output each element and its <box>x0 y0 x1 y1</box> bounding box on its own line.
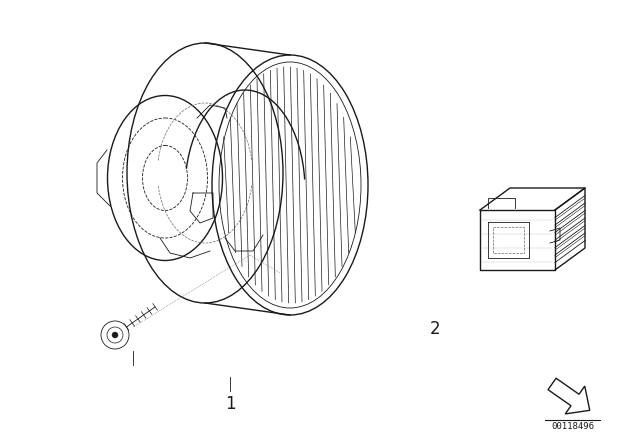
Text: 1: 1 <box>225 395 236 413</box>
Text: 00118496: 00118496 <box>552 422 595 431</box>
Circle shape <box>112 332 118 338</box>
Text: 2: 2 <box>429 320 440 338</box>
Polygon shape <box>548 378 589 414</box>
